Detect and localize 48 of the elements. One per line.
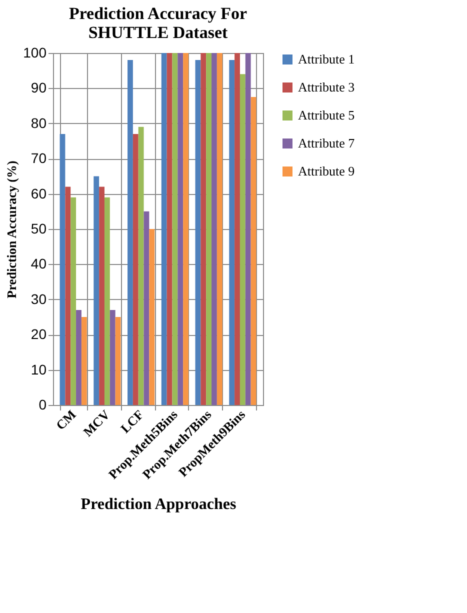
bar bbox=[128, 60, 133, 405]
bar bbox=[144, 211, 150, 405]
bar bbox=[178, 53, 184, 405]
bar bbox=[166, 53, 172, 405]
bar bbox=[99, 186, 104, 405]
bar bbox=[172, 53, 178, 405]
y-tick-label: 90 bbox=[30, 80, 47, 96]
y-tick-label: 100 bbox=[23, 44, 47, 60]
bar bbox=[70, 197, 76, 405]
legend-label: Attribute 9 bbox=[298, 164, 355, 178]
legend-label: Attribute 7 bbox=[298, 136, 356, 150]
bar bbox=[195, 60, 201, 405]
y-axis-title: Prediction Accuracy (%) bbox=[4, 160, 20, 298]
y-tick-label: 0 bbox=[38, 396, 47, 412]
bar bbox=[132, 134, 138, 405]
bar bbox=[81, 317, 87, 405]
y-tick-label: 50 bbox=[30, 220, 47, 236]
legend-label: Attribute 3 bbox=[298, 80, 355, 94]
bar bbox=[245, 53, 251, 405]
bar bbox=[212, 53, 217, 405]
bar bbox=[60, 134, 66, 405]
bar bbox=[76, 310, 82, 405]
bar bbox=[234, 53, 240, 405]
bar bbox=[240, 74, 246, 405]
bar bbox=[229, 60, 235, 405]
bar bbox=[115, 317, 121, 405]
bar bbox=[110, 310, 116, 405]
bar bbox=[104, 197, 110, 405]
bar bbox=[200, 53, 206, 405]
x-tick-label: CM bbox=[52, 406, 79, 433]
bar bbox=[94, 176, 100, 405]
bar bbox=[138, 126, 144, 405]
bar bbox=[65, 186, 71, 405]
y-tick-label: 60 bbox=[30, 185, 47, 202]
bar bbox=[206, 53, 212, 405]
legend-label: Attribute 1 bbox=[298, 52, 355, 66]
y-tick-label: 40 bbox=[30, 256, 47, 272]
bar bbox=[161, 53, 167, 405]
legend-label: Attribute 5 bbox=[298, 108, 355, 122]
bar bbox=[250, 97, 256, 405]
y-tick-label: 20 bbox=[30, 326, 47, 342]
y-tick-label: 30 bbox=[30, 290, 47, 307]
y-tick-label: 80 bbox=[30, 114, 47, 131]
y-tick-label: 70 bbox=[30, 150, 47, 166]
chart-title: Prediction Accuracy For SHUTTLE Dataset bbox=[68, 4, 248, 42]
x-axis-title: Prediction Approaches bbox=[80, 496, 236, 513]
y-tick-label: 10 bbox=[30, 361, 47, 378]
bar bbox=[149, 229, 155, 405]
